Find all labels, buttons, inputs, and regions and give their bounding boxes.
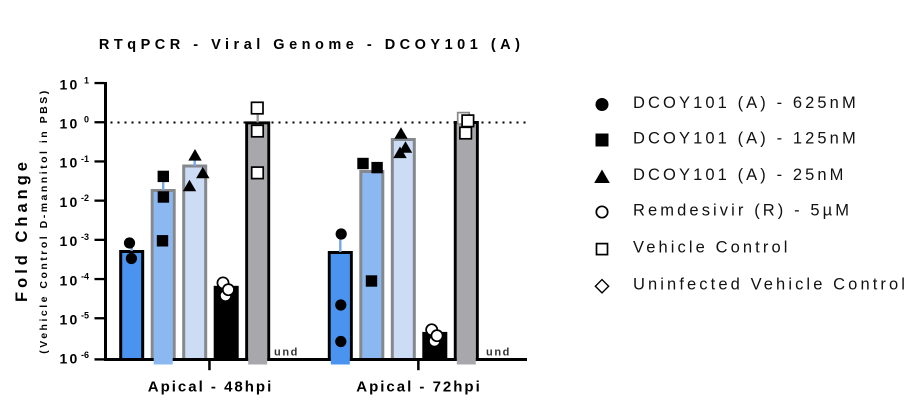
svg-text:Apical - 48hpi: Apical - 48hpi	[148, 379, 274, 396]
svg-text:10: 10	[60, 272, 80, 288]
svg-text:10: 10	[60, 351, 80, 367]
svg-text:und: und	[274, 347, 299, 359]
svg-text:Apical - 72hpi: Apical - 72hpi	[356, 379, 482, 396]
svg-text:10: 10	[60, 155, 80, 171]
svg-text:DCOY101 (A) - 25nM: DCOY101 (A) - 25nM	[633, 166, 847, 184]
svg-text:10: 10	[60, 194, 80, 210]
svg-text:DCOY101 (A) - 125nM: DCOY101 (A) - 125nM	[633, 130, 859, 148]
svg-text:10: 10	[60, 116, 80, 132]
svg-text:0: 0	[84, 115, 89, 125]
svg-text:Remdesivir (R) - 5µM: Remdesivir (R) - 5µM	[633, 202, 852, 220]
svg-text:Uninfected Vehicle Control: Uninfected Vehicle Control	[633, 276, 908, 294]
svg-text:-2: -2	[81, 193, 89, 203]
svg-text:-3: -3	[81, 232, 89, 242]
svg-text:10: 10	[60, 76, 80, 92]
svg-text:und: und	[486, 347, 511, 359]
svg-text:-6: -6	[81, 350, 89, 360]
svg-text:RTqPCR - Viral Genome - DCOY10: RTqPCR - Viral Genome - DCOY101 (A)	[99, 37, 525, 53]
svg-text:Vehicle Control: Vehicle Control	[633, 239, 790, 257]
svg-text:DCOY101 (A) - 625nM: DCOY101 (A) - 625nM	[633, 94, 859, 112]
svg-text:1: 1	[84, 75, 89, 85]
svg-text:10: 10	[60, 233, 80, 249]
svg-text:-5: -5	[81, 311, 89, 321]
svg-text:10: 10	[60, 312, 80, 328]
svg-text:-4: -4	[81, 271, 89, 281]
svg-text:Fold Change: Fold Change	[13, 158, 31, 302]
svg-text:(Vehicle Control D-mannitol in: (Vehicle Control D-mannitol in PBS)	[38, 88, 50, 353]
svg-text:-1: -1	[81, 154, 89, 164]
